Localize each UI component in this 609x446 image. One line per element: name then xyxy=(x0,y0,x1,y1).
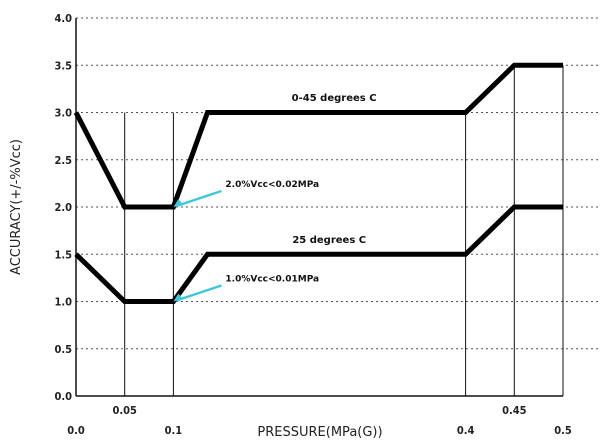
series-line-1 xyxy=(74,204,563,304)
x-tick-label-0: 0.0 xyxy=(67,424,85,437)
y-tick-label-7: 3.5 xyxy=(54,59,72,72)
y-tick-label-1: 0.5 xyxy=(54,343,72,356)
y-tick-label-8: 4.0 xyxy=(54,12,72,25)
series-line-0 xyxy=(73,62,563,210)
x-tick-label-1: 0.05 xyxy=(112,404,137,417)
series-group: 0-45 degrees C 25 degrees C xyxy=(73,62,563,304)
annotation-text-1: 1.0%Vcc<0.01MPa xyxy=(225,275,319,285)
x-tick-label-2: 0.1 xyxy=(165,424,183,437)
axes xyxy=(75,18,563,397)
annotation-group: 2.0%Vcc<0.02MPa 1.0%Vcc<0.01MPa xyxy=(173,180,319,302)
y-tick-label-0: 0.0 xyxy=(54,390,72,403)
series-label-1: 25 degrees C xyxy=(292,235,366,246)
annotation-arrow-1 xyxy=(176,284,222,302)
annotation-text-0: 2.0%Vcc<0.02MPa xyxy=(225,180,319,190)
x-tick-label-4: 0.45 xyxy=(502,404,527,417)
y-tick-label-3: 1.5 xyxy=(54,248,72,261)
series-label-0: 0-45 degrees C xyxy=(292,93,377,104)
annotation-arrowhead-0 xyxy=(173,199,184,207)
x-tick-label-5: 0.5 xyxy=(554,424,572,437)
y-tick-label-4: 2.0 xyxy=(54,201,72,214)
tick-labels: 0.0 0.5 1.0 1.5 2.0 2.5 3.0 3.5 4.0 0.0 0.05 0.1 0.4… xyxy=(54,12,571,437)
x-axis-title: PRESSURE(MPa(G)) xyxy=(257,425,382,440)
y-axis-title: ACCURACY(+/-%Vcc) xyxy=(9,139,24,275)
annotation-arrowhead-1 xyxy=(173,293,184,302)
y-tick-label-6: 3.0 xyxy=(54,107,72,120)
annotation-arrow-0 xyxy=(176,189,222,208)
x-tick-label-3: 0.4 xyxy=(457,424,475,437)
y-tick-label-2: 1.0 xyxy=(54,296,72,309)
y-tick-label-5: 2.5 xyxy=(54,154,72,167)
